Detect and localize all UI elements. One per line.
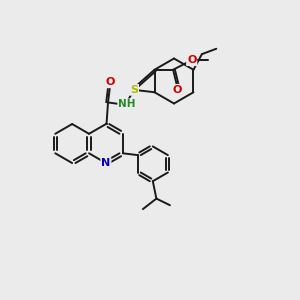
- Text: NH: NH: [118, 99, 136, 109]
- Text: O: O: [187, 55, 196, 65]
- Text: S: S: [130, 85, 138, 95]
- Text: O: O: [173, 85, 182, 95]
- Text: N: N: [101, 158, 110, 168]
- Text: O: O: [106, 77, 115, 87]
